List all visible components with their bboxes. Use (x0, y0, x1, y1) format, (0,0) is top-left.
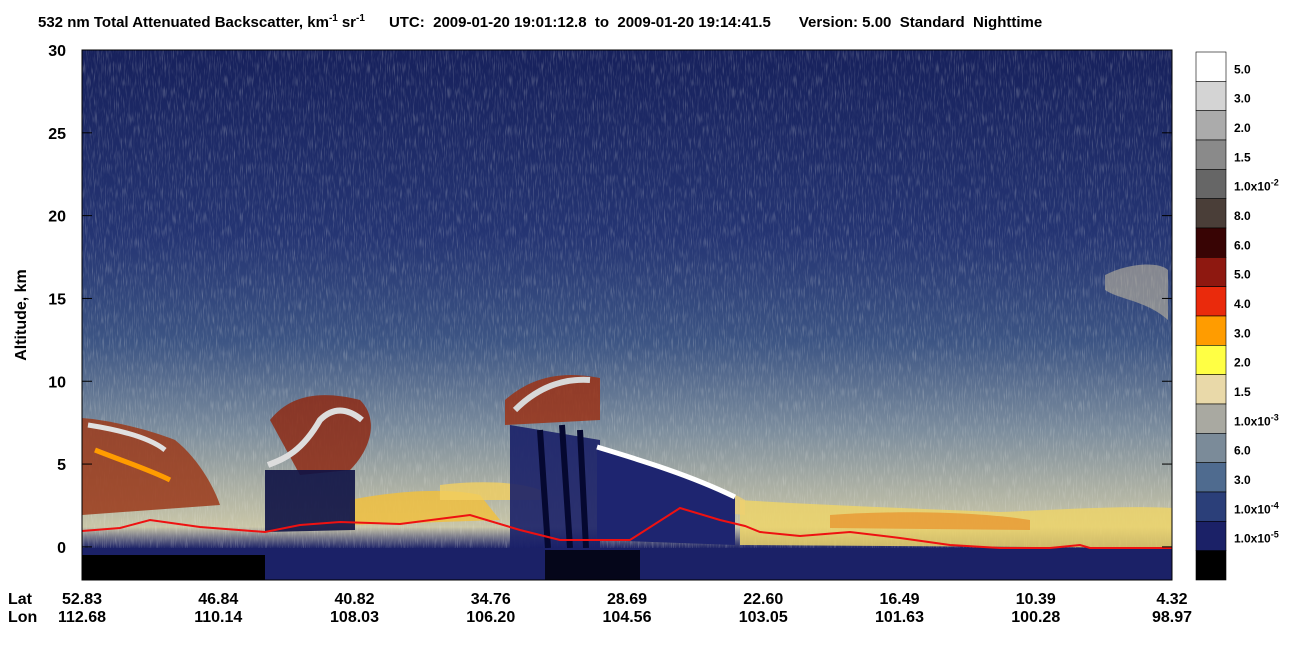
y-tick-label: 5 (57, 457, 66, 474)
title-time: UTC: 2009-01-20 19:01:12.8 to 2009-01-20… (389, 14, 771, 31)
title-version: Version: 5.00 Standard Nighttime (799, 14, 1042, 31)
colorbar-label: 2.0 (1234, 121, 1251, 135)
x-tick-label: 34.76 (471, 591, 511, 608)
colorbar-swatch (1195, 139, 1227, 170)
y-axis-label: Altitude, km (13, 269, 30, 361)
x-tick-label: 103.05 (739, 609, 788, 626)
x-tick-label: 104.56 (603, 609, 652, 626)
colorbar-label-text: 3.0 (1234, 92, 1251, 106)
x-tick-label: 100.28 (1011, 609, 1060, 626)
title-exponent: -1 (329, 13, 338, 24)
colorbar-swatch (1195, 169, 1227, 199)
colorbar-label: 1.5 (1234, 150, 1251, 164)
colorbar-label: 6.0 (1234, 238, 1251, 252)
colorbar-label-text: 3.0 (1234, 473, 1251, 487)
x-tick-label: 22.60 (743, 591, 783, 608)
colorbar-label: 2.0 (1234, 356, 1251, 370)
colorbar-label-exponent: -5 (1271, 530, 1279, 540)
x-tick-label: 108.03 (330, 609, 379, 626)
y-tick-label: 20 (48, 209, 66, 226)
colorbar-label-text: 3.0 (1234, 326, 1251, 340)
backscatter-image (82, 50, 1172, 580)
x-row-name: Lat (8, 591, 33, 608)
y-tick-label: 0 (57, 540, 66, 557)
colorbar-swatch (1195, 550, 1227, 581)
x-tick-label: 10.39 (1016, 591, 1056, 608)
colorbar-swatch (1195, 286, 1227, 317)
colorbar-label: 1.0x10-4 (1234, 500, 1279, 516)
x-tick-label: 52.83 (62, 591, 102, 608)
colorbar-label: 1.0x10-5 (1234, 530, 1279, 546)
colorbar-swatch (1195, 462, 1227, 493)
colorbar-label: 6.0 (1234, 444, 1251, 458)
colorbar-label-text: 5.0 (1234, 268, 1251, 282)
colorbar-label-exponent: -2 (1271, 178, 1279, 188)
title-unit: sr (342, 14, 356, 31)
colorbar-label-exponent: -4 (1271, 500, 1279, 510)
colorbar-label-text: 4.0 (1234, 297, 1251, 311)
colorbar-swatch (1195, 345, 1227, 375)
colorbar-label-text: 1.0x10 (1234, 414, 1271, 428)
colorbar-swatch (1195, 403, 1227, 434)
x-tick-label: 28.69 (607, 591, 647, 608)
colorbar-swatch (1195, 257, 1227, 287)
colorbar-label: 3.0 (1234, 92, 1251, 106)
x-tick-label: 101.63 (875, 609, 924, 626)
x-row-name: Lon (8, 609, 37, 626)
colorbar-label-text: 1.0x10 (1234, 532, 1271, 546)
title-quantity: 532 nm Total Attenuated Backscatter, km (38, 14, 329, 31)
chart-title: 532 nm Total Attenuated Backscatter, km-… (38, 13, 1042, 31)
y-tick-label: 25 (48, 126, 66, 143)
x-tick-label: 4.32 (1156, 591, 1187, 608)
colorbar-label: 5.0 (1234, 62, 1251, 76)
y-tick-label: 10 (48, 374, 66, 391)
colorbar-swatch (1195, 315, 1227, 346)
x-tick-label: 110.14 (194, 609, 242, 626)
colorbar-swatch (1195, 51, 1227, 82)
x-tick-label: 16.49 (879, 591, 919, 608)
colorbar-label: 4.0 (1234, 297, 1251, 311)
colorbar-label-text: 1.0x10 (1234, 180, 1271, 194)
y-tick-label: 15 (48, 291, 66, 308)
x-tick-label: 46.84 (198, 591, 238, 608)
y-tick-label: 30 (48, 43, 66, 60)
colorbar-label: 3.0 (1234, 326, 1251, 340)
colorbar-label-text: 6.0 (1234, 238, 1251, 252)
colorbar-label-text: 1.0x10 (1234, 502, 1271, 516)
colorbar-label: 1.5 (1234, 385, 1251, 399)
colorbar-swatch (1195, 374, 1227, 405)
colorbar-label-text: 1.5 (1234, 150, 1251, 164)
colorbar-swatch (1195, 81, 1227, 111)
colorbar-label-exponent: -3 (1271, 412, 1279, 422)
colorbar-swatch (1195, 227, 1227, 258)
colorbar-label: 5.0 (1234, 268, 1251, 282)
colorbar-label-text: 6.0 (1234, 444, 1251, 458)
colorbar-label-text: 8.0 (1234, 209, 1251, 223)
colorbar-swatch (1195, 433, 1227, 463)
x-tick-label: 98.97 (1152, 609, 1192, 626)
colorbar-label-text: 5.0 (1234, 62, 1251, 76)
title-exponent: -1 (356, 13, 365, 24)
colorbar-label: 3.0 (1234, 473, 1251, 487)
colorbar-swatch (1195, 521, 1227, 551)
colorbar-swatch (1195, 491, 1227, 522)
colorbar-swatch (1195, 198, 1227, 229)
colorbar-label-text: 2.0 (1234, 121, 1251, 135)
plot-frame (81, 49, 1173, 581)
x-tick-label: 112.68 (58, 609, 106, 626)
colorbar-label: 1.0x10-2 (1234, 178, 1279, 194)
x-tick-label: 106.20 (466, 609, 515, 626)
colorbar-swatch (1195, 110, 1227, 141)
x-tick-label: 40.82 (334, 591, 374, 608)
colorbar-label-text: 2.0 (1234, 356, 1251, 370)
colorbar-label-text: 1.5 (1234, 385, 1251, 399)
colorbar-label: 8.0 (1234, 209, 1251, 223)
colorbar-label: 1.0x10-3 (1234, 412, 1279, 428)
